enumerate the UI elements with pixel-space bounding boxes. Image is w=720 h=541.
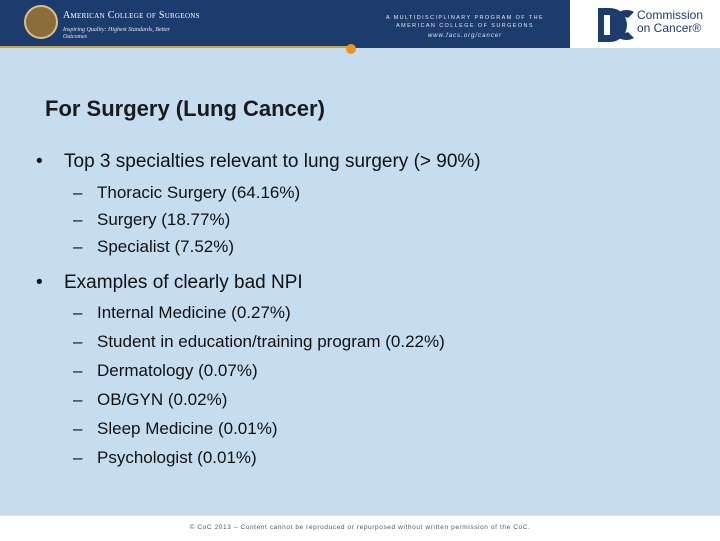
sub-bullet-text: Specialist (7.52%) xyxy=(97,237,235,256)
logo-text: Commission xyxy=(637,8,704,22)
header-band xyxy=(0,0,570,48)
footer-band xyxy=(0,515,720,541)
sub-bullet: Surgery (18.77%) xyxy=(73,210,230,230)
header-dot xyxy=(346,44,356,54)
footer-text: © CoC 2013 – Content cannot be reproduce… xyxy=(189,524,531,531)
sub-bullet: OB/GYN (0.02%) xyxy=(73,390,227,410)
slide-title: For Surgery (Lung Cancer) xyxy=(45,96,325,121)
bullet-text: Top 3 specialties relevant to lung surge… xyxy=(64,151,481,172)
sub-bullet-text: Dermatology (0.07%) xyxy=(97,361,258,380)
tagline: Inspiring Quality: Highest Standards, Be… xyxy=(63,27,170,40)
bullet-text: Examples of clearly bad NPI xyxy=(64,272,303,293)
sub-bullet-text: Thoracic Surgery (64.16%) xyxy=(97,183,301,202)
program-line: A MULTIDISCIPLINARY PROGRAM OF THE xyxy=(385,15,545,21)
sub-bullet: Student in education/training program (0… xyxy=(73,332,445,352)
acs-seal xyxy=(24,5,58,39)
org-name: American College of Surgeons xyxy=(63,10,200,21)
bullet: Top 3 specialties relevant to lung surge… xyxy=(36,151,481,173)
sub-bullet: Psychologist (0.01%) xyxy=(73,448,257,468)
sub-bullet-text: Surgery (18.77%) xyxy=(97,210,231,229)
sub-bullet-text: Student in education/training program (0… xyxy=(97,332,445,351)
program-line: AMERICAN COLLEGE OF SURGEONS xyxy=(396,23,534,29)
sub-bullet: Thoracic Surgery (64.16%) xyxy=(73,183,300,203)
url: www.facs.org/cancer xyxy=(427,33,503,39)
logo-text: on Cancer® xyxy=(637,21,702,35)
sub-bullet-text: OB/GYN (0.02%) xyxy=(97,390,228,409)
sub-bullet: Specialist (7.52%) xyxy=(73,237,234,257)
header-rule xyxy=(0,46,350,48)
coc-logo-mark xyxy=(598,8,634,42)
sub-bullet-text: Sleep Medicine (0.01%) xyxy=(97,419,278,438)
coc-logo-box xyxy=(570,0,720,48)
bullet: Examples of clearly bad NPI xyxy=(36,272,303,294)
sub-bullet: Dermatology (0.07%) xyxy=(73,361,258,381)
sub-bullet-text: Psychologist (0.01%) xyxy=(97,448,257,467)
sub-bullet-text: Internal Medicine (0.27%) xyxy=(97,303,291,322)
sub-bullet: Internal Medicine (0.27%) xyxy=(73,303,291,323)
sub-bullet: Sleep Medicine (0.01%) xyxy=(73,419,277,439)
